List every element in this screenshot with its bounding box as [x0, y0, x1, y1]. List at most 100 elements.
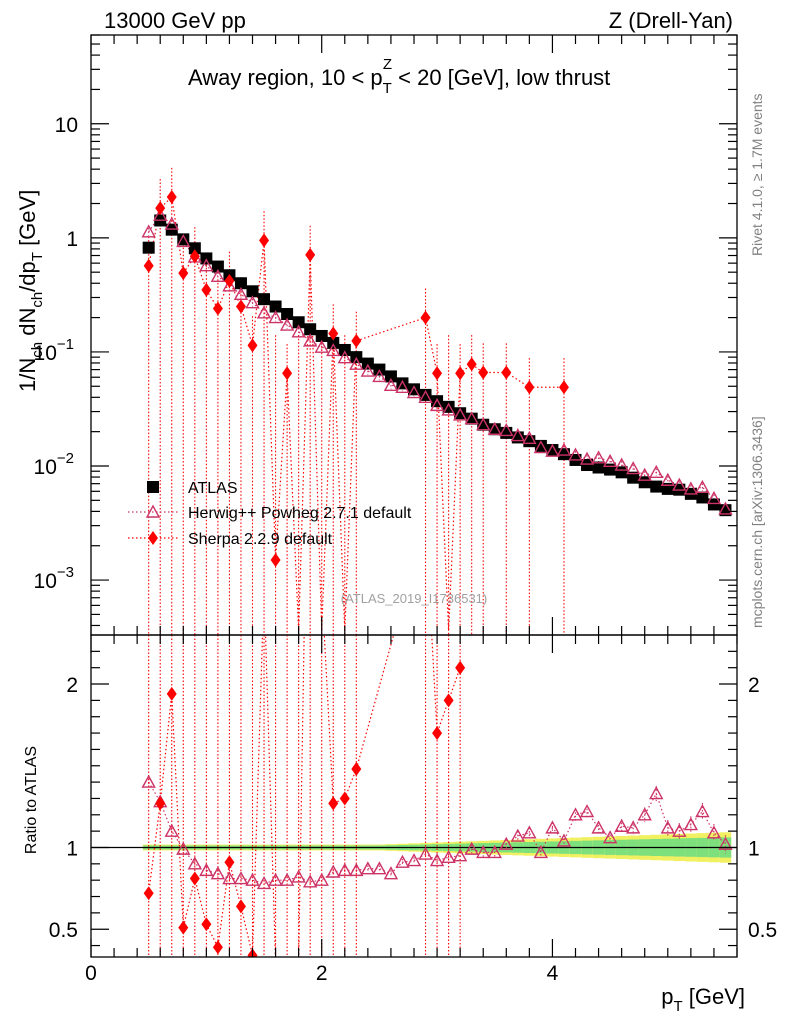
ratio-y-tick-label-left: 1	[66, 837, 78, 860]
herwig-point	[545, 443, 560, 457]
herwig-point	[291, 324, 306, 338]
herwig-ratio-point	[337, 862, 352, 877]
x-axis-label: pT [GeV]	[661, 984, 745, 1015]
herwig-point	[302, 333, 318, 347]
sherpa-point	[259, 233, 270, 248]
herwig-ratio-point	[718, 836, 733, 850]
y-axis-label: 1/Nch dNch/dpT [GeV]	[15, 190, 46, 392]
sherpa-ratio-point	[339, 791, 350, 806]
herwig-ratio-point	[199, 862, 214, 877]
sherpa-ratio-point	[351, 762, 362, 777]
atlas-point	[211, 260, 224, 273]
herwig-ratio-point	[210, 866, 226, 880]
herwig-point	[522, 430, 537, 444]
legend-marker-herwig	[145, 504, 161, 518]
sherpa-point	[432, 366, 443, 381]
herwig-ratio-point	[579, 804, 595, 818]
herwig-point	[695, 479, 710, 494]
sherpa-point	[524, 380, 535, 395]
herwig-point	[314, 339, 329, 353]
herwig-ratio-point	[349, 862, 364, 877]
herwig-point	[268, 310, 283, 324]
atlas-point	[454, 407, 467, 420]
atlas-point	[638, 476, 651, 489]
atlas-point	[327, 336, 340, 349]
legend-item-herwig: Herwig++ Powheg 2.7.1 default	[128, 504, 412, 522]
herwig-ratio-point	[499, 836, 514, 850]
herwig-ratio-point	[429, 853, 445, 867]
y-tick-label: 1	[66, 228, 78, 251]
herwig-ratio-point	[695, 804, 710, 818]
sherpa-ratio-point	[178, 920, 189, 935]
legend-marker-atlas	[147, 481, 159, 493]
herwig-point	[649, 464, 664, 479]
x-tick-label: 2	[316, 962, 328, 985]
herwig-point	[441, 402, 456, 416]
sherpa-point	[351, 333, 362, 348]
herwig-point	[383, 377, 399, 391]
herwig-point	[176, 233, 191, 248]
herwig-ratio-point	[556, 833, 572, 847]
herwig-ratio-point	[672, 823, 687, 837]
ratio-y-tick-label-right: 1	[748, 837, 760, 860]
sherpa-point	[420, 310, 431, 325]
herwig-point	[614, 457, 629, 471]
herwig-ratio-point	[279, 872, 295, 886]
herwig-point	[406, 385, 422, 399]
sherpa-point	[235, 299, 246, 314]
sherpa-point	[189, 249, 200, 264]
herwig-ratio-point	[568, 807, 583, 821]
herwig-ratio-point	[326, 864, 341, 878]
herwig-point	[349, 356, 364, 370]
atlas-point	[315, 329, 328, 342]
header-right: Z (Drell-Yan)	[609, 8, 733, 33]
legend-label-atlas: ATLAS	[188, 480, 238, 497]
atlas-point	[384, 370, 397, 383]
herwig-ratio-point	[476, 844, 491, 859]
herwig-ratio-point	[510, 828, 526, 842]
atlas-point	[696, 491, 709, 504]
sherpa-point	[178, 266, 189, 281]
herwig-ratio-point	[164, 823, 179, 837]
herwig-point	[256, 305, 272, 319]
sherpa-ratio-point	[443, 693, 454, 708]
legend-label-herwig: Herwig++ Powheg 2.7.1 default	[188, 505, 412, 522]
ratio-y-tick-label-right: 2	[748, 674, 760, 697]
legend: ATLAS Herwig++ Powheg 2.7.1 default Sher…	[128, 480, 412, 548]
herwig-ratio-point	[314, 872, 329, 886]
herwig-point	[222, 278, 237, 292]
herwig-ratio-point	[187, 856, 203, 870]
herwig-ratio-point	[268, 872, 283, 886]
sherpa-point	[501, 365, 512, 380]
sherpa-point	[455, 366, 466, 381]
herwig-ratio-point	[464, 841, 479, 855]
herwig-point	[510, 428, 526, 442]
atlas-point	[604, 463, 617, 476]
rivet-label: Rivet 4.1.0, ≥ 1.7M events	[749, 93, 765, 256]
herwig-point	[141, 224, 156, 238]
atlas-point	[592, 461, 605, 474]
herwig-point	[326, 342, 341, 357]
sherpa-ratio-point	[328, 796, 339, 811]
herwig-point	[533, 440, 549, 454]
herwig-point	[395, 379, 410, 393]
herwig-point	[683, 481, 699, 495]
mcplots-label: mcplots.cern.ch [arXiv:1306.3436]	[749, 416, 765, 628]
herwig-point	[476, 417, 491, 431]
herwig-point	[660, 472, 675, 486]
herwig-point	[452, 407, 468, 421]
herwig-ratio-point	[176, 841, 191, 855]
herwig-point	[245, 295, 260, 309]
ratio-frame	[90, 634, 738, 958]
atlas-point	[477, 418, 490, 431]
sherpa-point	[201, 282, 212, 297]
atlas-point	[707, 498, 720, 511]
sherpa-point	[466, 357, 477, 372]
atlas-point	[258, 293, 271, 306]
herwig-point	[568, 447, 583, 461]
herwig-point	[499, 422, 514, 437]
herwig-point	[672, 477, 687, 491]
sherpa-point	[143, 258, 154, 273]
herwig-point	[279, 317, 295, 331]
sherpa-point	[305, 247, 316, 262]
